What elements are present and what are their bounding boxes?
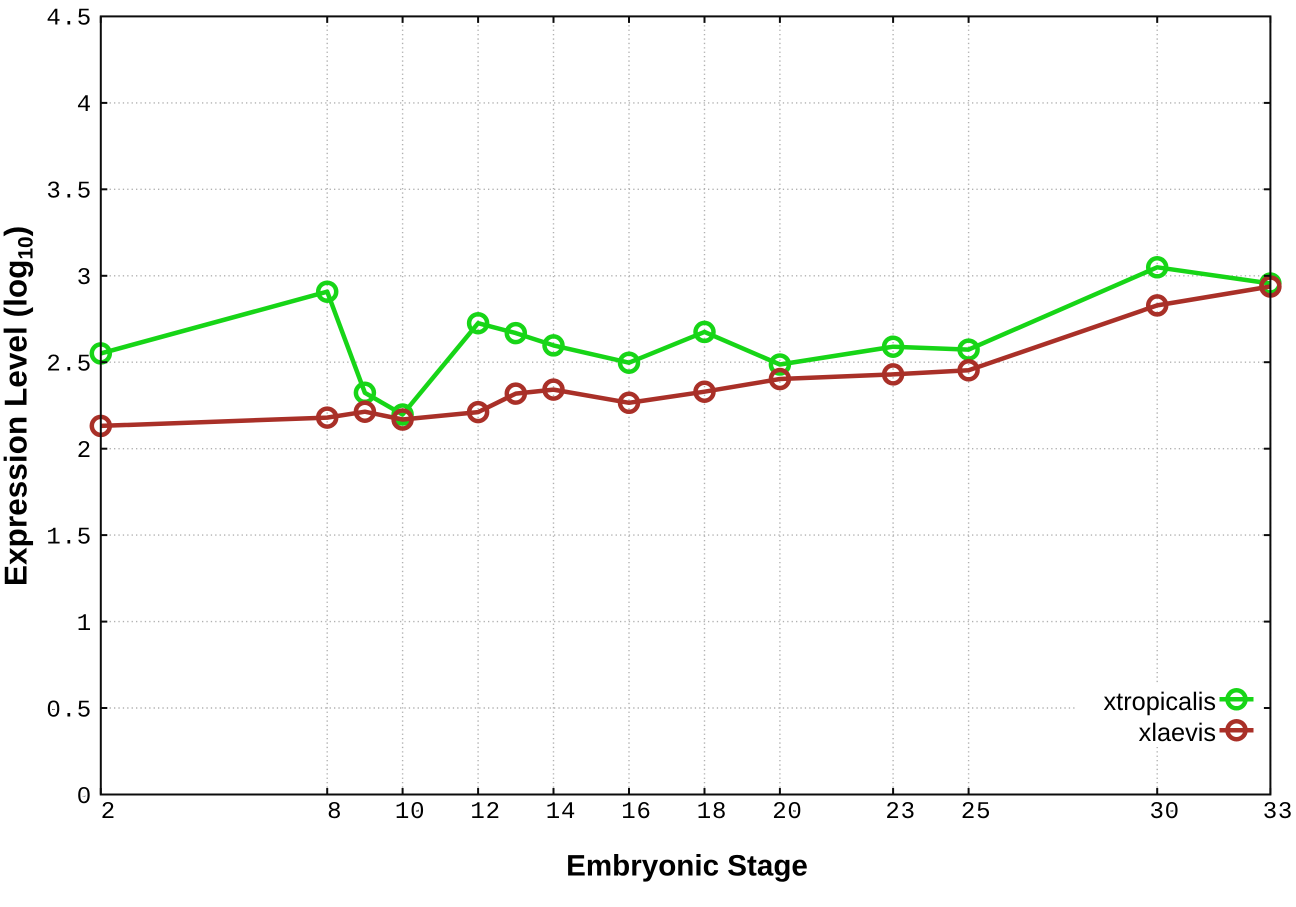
svg-text:25: 25 (961, 799, 991, 826)
svg-text:xlaevis: xlaevis (1139, 719, 1216, 747)
svg-text:8: 8 (327, 799, 342, 826)
svg-text:4: 4 (77, 92, 92, 119)
svg-text:0.5: 0.5 (46, 697, 92, 724)
svg-text:30: 30 (1149, 799, 1179, 826)
svg-text:33: 33 (1263, 799, 1293, 826)
svg-text:10: 10 (395, 799, 425, 826)
svg-text:1: 1 (77, 611, 92, 638)
svg-text:Embryonic Stage: Embryonic Stage (566, 850, 808, 883)
svg-text:14: 14 (546, 799, 576, 826)
svg-text:1.5: 1.5 (46, 524, 92, 551)
svg-text:Expression Level (log10): Expression Level (log10) (0, 226, 38, 586)
svg-text:2.5: 2.5 (46, 352, 92, 379)
svg-text:20: 20 (772, 799, 802, 826)
svg-text:4.5: 4.5 (46, 6, 92, 33)
svg-text:2: 2 (77, 438, 92, 465)
svg-text:18: 18 (697, 799, 727, 826)
svg-text:0: 0 (77, 784, 92, 811)
svg-text:3.5: 3.5 (46, 179, 92, 206)
svg-text:16: 16 (621, 799, 651, 826)
svg-text:12: 12 (470, 799, 500, 826)
svg-text:xtropicalis: xtropicalis (1104, 688, 1216, 716)
svg-text:23: 23 (885, 799, 915, 826)
svg-text:2: 2 (101, 799, 116, 826)
svg-text:3: 3 (77, 265, 92, 292)
